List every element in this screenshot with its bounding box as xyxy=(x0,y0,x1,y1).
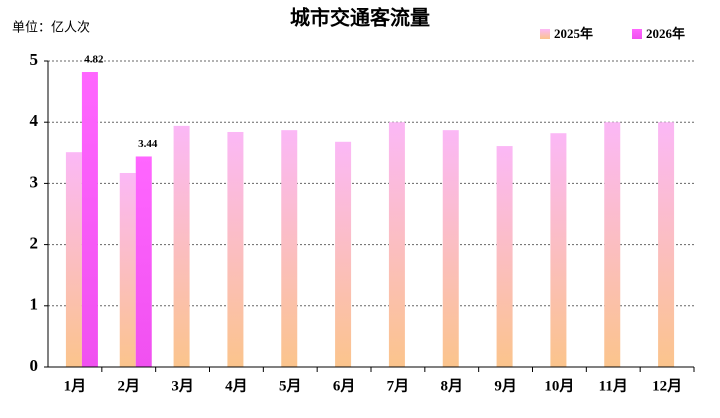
bar xyxy=(442,130,459,367)
x-tick-label: 2月 xyxy=(117,377,140,394)
x-tick-label: 9月 xyxy=(494,377,517,394)
x-tick-label: 7月 xyxy=(387,377,410,394)
legend-label: 2025年 xyxy=(554,26,593,41)
bar xyxy=(335,141,352,367)
bar xyxy=(496,146,513,367)
x-tick-label: 6月 xyxy=(333,377,356,394)
legend-swatch xyxy=(540,29,550,39)
x-tick-label: 11月 xyxy=(599,377,628,394)
bar xyxy=(119,172,136,367)
x-tick-label: 5月 xyxy=(279,377,302,394)
chart-title: 城市交通客流量 xyxy=(290,6,430,30)
bar xyxy=(388,122,405,367)
x-tick-label: 12月 xyxy=(652,377,682,394)
data-label: 3.44 xyxy=(138,138,158,150)
x-tick-label: 1月 xyxy=(64,377,87,394)
bar xyxy=(173,125,190,367)
y-tick-label: 4 xyxy=(30,111,39,130)
data-label: 4.82 xyxy=(84,54,104,66)
bar xyxy=(550,133,567,367)
bar xyxy=(81,72,98,368)
bar xyxy=(658,122,675,367)
bar xyxy=(135,156,152,367)
x-tick-label: 3月 xyxy=(171,377,194,394)
legend-label: 2026年 xyxy=(646,26,685,41)
legend-swatch xyxy=(632,29,642,39)
unit-label: 单位：亿人次 xyxy=(12,20,90,36)
x-tick-label: 8月 xyxy=(440,377,463,394)
bar xyxy=(604,122,621,367)
y-tick-label: 3 xyxy=(30,172,39,191)
y-tick-label: 0 xyxy=(30,356,39,375)
x-tick-label: 4月 xyxy=(225,377,248,394)
y-tick-label: 1 xyxy=(30,295,39,314)
bar xyxy=(281,130,298,367)
x-tick-label: 10月 xyxy=(544,377,574,394)
bar xyxy=(65,152,82,367)
bar xyxy=(227,131,244,367)
y-tick-label: 5 xyxy=(30,50,39,69)
y-tick-label: 2 xyxy=(30,234,39,253)
